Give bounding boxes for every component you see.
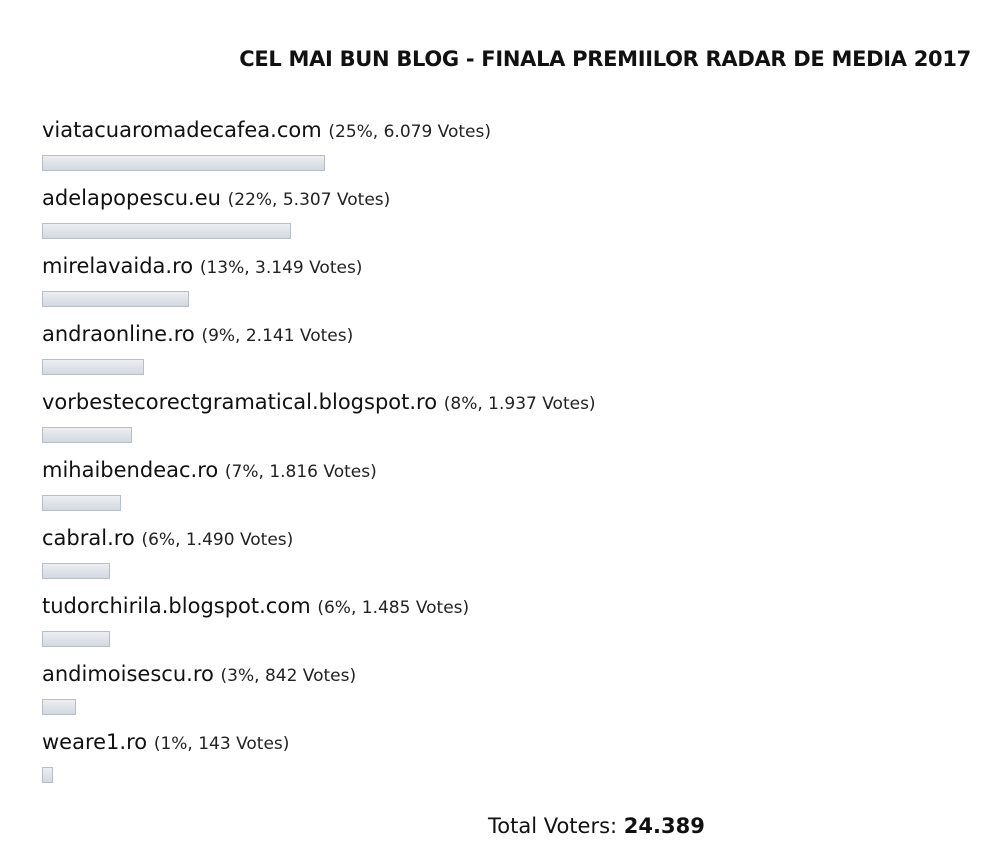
option-stats: (1%, 143 Votes) (153, 734, 290, 754)
poll-option: tudorchirila.blogspot.com (6%, 1.485 Vot… (42, 590, 596, 658)
poll-option: andraonline.ro (9%, 2.141 Votes) (42, 318, 596, 386)
option-line: viatacuaromadecafea.com (25%, 6.079 Vote… (42, 114, 596, 146)
bar (42, 223, 291, 239)
option-label: cabral.ro (42, 526, 135, 550)
bar (42, 291, 189, 307)
poll-option: weare1.ro (1%, 143 Votes) (42, 726, 596, 794)
bar (42, 563, 110, 579)
total: Total Voters: 24.389 (488, 814, 705, 838)
option-line: mihaibendeac.ro (7%, 1.816 Votes) (42, 454, 596, 486)
option-stats: (8%, 1.937 Votes) (443, 394, 596, 414)
option-label: tudorchirila.blogspot.com (42, 594, 311, 618)
bar (42, 359, 144, 375)
option-line: andimoisescu.ro (3%, 842 Votes) (42, 658, 596, 690)
bar (42, 767, 54, 783)
option-line: andraonline.ro (9%, 2.141 Votes) (42, 318, 596, 350)
option-label: andraonline.ro (42, 322, 195, 346)
option-line: weare1.ro (1%, 143 Votes) (42, 726, 596, 758)
poll-option: andimoisescu.ro (3%, 842 Votes) (42, 658, 596, 726)
poll-option: mirelavaida.ro (13%, 3.149 Votes) (42, 250, 596, 318)
bar (42, 155, 325, 171)
option-label: andimoisescu.ro (42, 662, 214, 686)
poll-option: viatacuaromadecafea.com (25%, 6.079 Vote… (42, 114, 596, 182)
option-label: mihaibendeac.ro (42, 458, 219, 482)
option-label: weare1.ro (42, 730, 148, 754)
total-value: 24.389 (623, 814, 705, 838)
option-stats: (3%, 842 Votes) (220, 666, 357, 686)
option-stats: (13%, 3.149 Votes) (199, 258, 363, 278)
option-line: mirelavaida.ro (13%, 3.149 Votes) (42, 250, 596, 282)
poll-option: cabral.ro (6%, 1.490 Votes) (42, 522, 596, 590)
option-stats: (9%, 2.141 Votes) (201, 326, 354, 346)
bar (42, 631, 110, 647)
bar (42, 427, 133, 443)
option-stats: (6%, 1.490 Votes) (141, 530, 294, 550)
option-stats: (6%, 1.485 Votes) (317, 598, 470, 618)
option-line: vorbestecorectgramatical.blogspot.ro (8%… (42, 386, 596, 418)
bar (42, 699, 76, 715)
option-stats: (25%, 6.079 Votes) (328, 122, 491, 142)
option-line: adelapopescu.eu (22%, 5.307 Votes) (42, 182, 596, 214)
option-label: mirelavaida.ro (42, 254, 194, 278)
option-stats: (7%, 1.816 Votes) (224, 462, 377, 482)
poll-option: adelapopescu.eu (22%, 5.307 Votes) (42, 182, 596, 250)
option-stats: (22%, 5.307 Votes) (227, 190, 391, 210)
poll-title: CEL MAI BUN BLOG - FINALA PREMIILOR RADA… (239, 47, 971, 71)
option-line: cabral.ro (6%, 1.490 Votes) (42, 522, 596, 554)
poll-option: vorbestecorectgramatical.blogspot.ro (8%… (42, 386, 596, 454)
total-label: Total Voters: (488, 814, 618, 838)
option-label: viatacuaromadecafea.com (42, 118, 322, 142)
option-line: tudorchirila.blogspot.com (6%, 1.485 Vot… (42, 590, 596, 622)
poll-results: viatacuaromadecafea.com (25%, 6.079 Vote… (42, 114, 596, 794)
option-label: adelapopescu.eu (42, 186, 221, 210)
poll-option: mihaibendeac.ro (7%, 1.816 Votes) (42, 454, 596, 522)
option-label: vorbestecorectgramatical.blogspot.ro (42, 390, 438, 414)
bar (42, 495, 122, 511)
